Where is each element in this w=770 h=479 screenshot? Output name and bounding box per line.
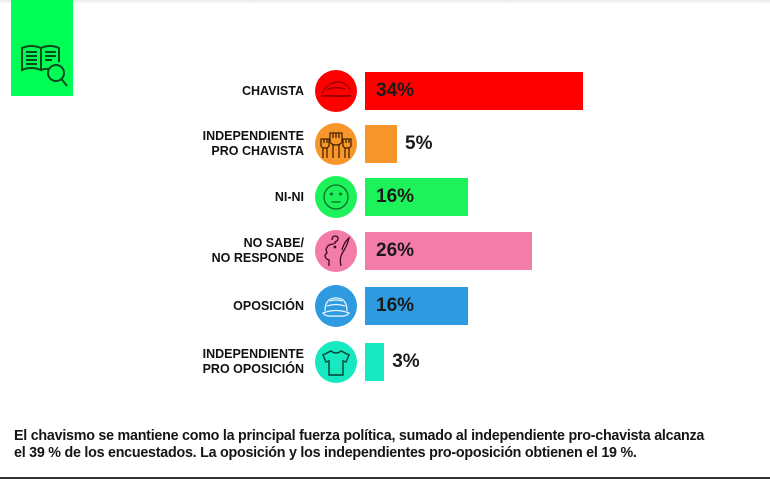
value-label: 34% — [376, 80, 415, 101]
value-label: 5% — [405, 133, 433, 154]
category-label-line: INDEPENDIENTE — [202, 129, 304, 143]
category-label-line: OPOSICIÓN — [233, 298, 304, 313]
head-question-icon — [315, 230, 357, 272]
category-label-line: INDEPENDIENTE — [202, 347, 304, 361]
category-label-line: CHAVISTA — [241, 83, 304, 98]
neutral-face-icon — [315, 176, 357, 218]
red-beret-icon — [315, 70, 357, 112]
value-label: 16% — [376, 295, 415, 316]
book-magnifier-icon — [21, 45, 68, 87]
footnote: El chavismo se mantiene como la principa… — [14, 428, 770, 462]
category-label: CHAVISTA — [242, 69, 304, 113]
category-label-line: NI-NI — [274, 189, 304, 204]
bar — [365, 178, 468, 216]
bar-row: INDEPENDIENTE PRO CHAVISTA 5% — [0, 122, 770, 166]
bar-row: OPOSICIÓN 16% — [0, 284, 770, 328]
category-label-line: PRO OPOSICIÓN — [202, 362, 304, 376]
bar — [365, 287, 468, 325]
bar — [365, 125, 398, 163]
cap-icon — [315, 285, 357, 327]
category-label: NI-NI — [275, 175, 304, 219]
value-label: 26% — [376, 240, 415, 261]
category-label: INDEPENDIENTE PRO CHAVISTA — [203, 122, 304, 166]
value-label: 3% — [392, 351, 420, 372]
category-label-line: PRO CHAVISTA — [211, 144, 304, 158]
category-label-line: NO RESPONDE — [211, 251, 304, 265]
bar — [365, 232, 532, 270]
bottom-divider — [0, 477, 770, 479]
t-shirt-icon — [315, 341, 357, 383]
bar-row: INDEPENDIENTE PRO OPOSICIÓN 3% — [0, 340, 770, 384]
bar — [365, 72, 583, 110]
raised-fists-icon — [315, 123, 357, 165]
footnote-line-2: el 39 % de los encuestados. La oposición… — [14, 445, 637, 461]
bar-row: NO SABE/NO RESPONDE 26% — [0, 229, 770, 273]
footnote-line-1: El chavismo se mantiene como la principa… — [14, 428, 705, 444]
category-label: INDEPENDIENTE PRO OPOSICIÓN — [203, 340, 304, 384]
logo-box — [11, 0, 73, 96]
category-label: OPOSICIÓN — [233, 284, 304, 328]
category-label: NO SABE/NO RESPONDE — [212, 229, 304, 273]
category-label-line: NO SABE/ — [243, 236, 304, 250]
bar-row: CHAVISTA 34% — [0, 69, 770, 113]
bar — [365, 343, 385, 381]
top-shade — [0, 0, 770, 4]
value-label: 16% — [376, 186, 415, 207]
bar-row: NI-NI 16% — [0, 175, 770, 219]
